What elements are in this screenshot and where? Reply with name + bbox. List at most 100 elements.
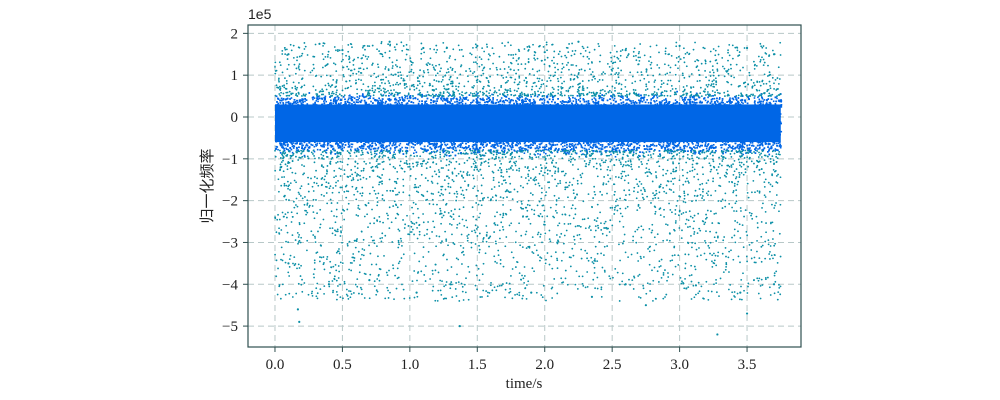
data-point [572, 100, 575, 102]
data-point [494, 147, 497, 149]
data-point [479, 97, 482, 100]
data-point [440, 147, 442, 150]
data-point [516, 144, 519, 147]
data-point [704, 142, 707, 144]
data-point [556, 143, 559, 146]
data-point [433, 151, 436, 154]
data-point [564, 101, 566, 103]
data-point [404, 95, 407, 98]
data-point [610, 153, 612, 156]
data-point [529, 144, 531, 147]
data-point [661, 100, 664, 102]
data-point [472, 143, 475, 146]
data-point [316, 148, 319, 151]
data-point [459, 143, 462, 145]
data-point [377, 147, 379, 150]
data-point [707, 143, 710, 145]
data-point [302, 98, 304, 101]
data-point [612, 103, 615, 106]
data-point [551, 100, 553, 103]
data-point [482, 149, 485, 151]
data-point [287, 148, 289, 151]
data-point [351, 146, 353, 148]
data-point [671, 141, 674, 144]
data-point [663, 99, 665, 101]
data-point [780, 130, 783, 133]
data-point [277, 148, 279, 151]
data-point [765, 103, 767, 106]
data-point [579, 97, 582, 100]
data-point [417, 98, 419, 101]
data-point [698, 101, 701, 104]
data-point [541, 102, 544, 104]
data-point [743, 146, 746, 149]
data-point [509, 100, 512, 103]
data-point [694, 147, 696, 149]
data-point [708, 148, 711, 150]
data-point [414, 141, 417, 144]
data-point [687, 98, 689, 101]
data-point [486, 101, 489, 104]
data-point [399, 142, 402, 145]
data-point [394, 101, 396, 104]
data-point [740, 145, 743, 147]
data-point [751, 142, 754, 144]
data-point [394, 97, 397, 100]
data-point [757, 96, 759, 99]
data-point [549, 147, 552, 149]
data-point [473, 144, 476, 146]
data-point [579, 143, 582, 145]
data-point [635, 147, 638, 150]
data-point [446, 143, 449, 146]
data-point [739, 145, 742, 147]
data-point [686, 101, 688, 103]
data-point [606, 145, 608, 148]
data-point [620, 143, 623, 145]
data-point [772, 100, 775, 103]
data-point [421, 93, 423, 96]
data-point [558, 148, 560, 150]
data-point [537, 153, 539, 155]
data-point [568, 153, 570, 155]
data-point [412, 101, 415, 104]
data-point [538, 143, 541, 146]
data-point [761, 141, 764, 143]
data-point [697, 141, 699, 144]
data-point [726, 148, 728, 151]
data-point [453, 145, 456, 148]
data-point [464, 102, 467, 105]
data-point [393, 144, 396, 146]
data-point [518, 148, 521, 151]
data-point [686, 145, 688, 148]
data-point [396, 145, 398, 148]
data-point [356, 96, 359, 98]
data-point [383, 147, 386, 150]
data-point [454, 101, 456, 103]
data-point [581, 146, 584, 149]
data-point [365, 148, 367, 150]
data-point [304, 100, 306, 103]
data-point [506, 145, 509, 147]
data-point [340, 102, 342, 104]
data-point [305, 144, 307, 147]
data-point [569, 100, 572, 102]
data-point [752, 145, 755, 147]
data-point [284, 144, 287, 147]
data-point [281, 145, 284, 147]
data-point [705, 147, 708, 150]
data-point [406, 95, 409, 97]
data-point [454, 147, 457, 149]
data-point [519, 142, 521, 145]
data-point [343, 146, 346, 149]
data-point [427, 149, 429, 151]
data-point [317, 98, 320, 100]
data-point [649, 145, 652, 148]
data-point [601, 97, 603, 99]
data-point [759, 146, 761, 149]
data-point [669, 141, 672, 144]
data-point [494, 141, 496, 144]
data-point [295, 102, 297, 105]
data-point [724, 151, 727, 154]
data-point [373, 150, 376, 153]
data-point [342, 143, 344, 145]
